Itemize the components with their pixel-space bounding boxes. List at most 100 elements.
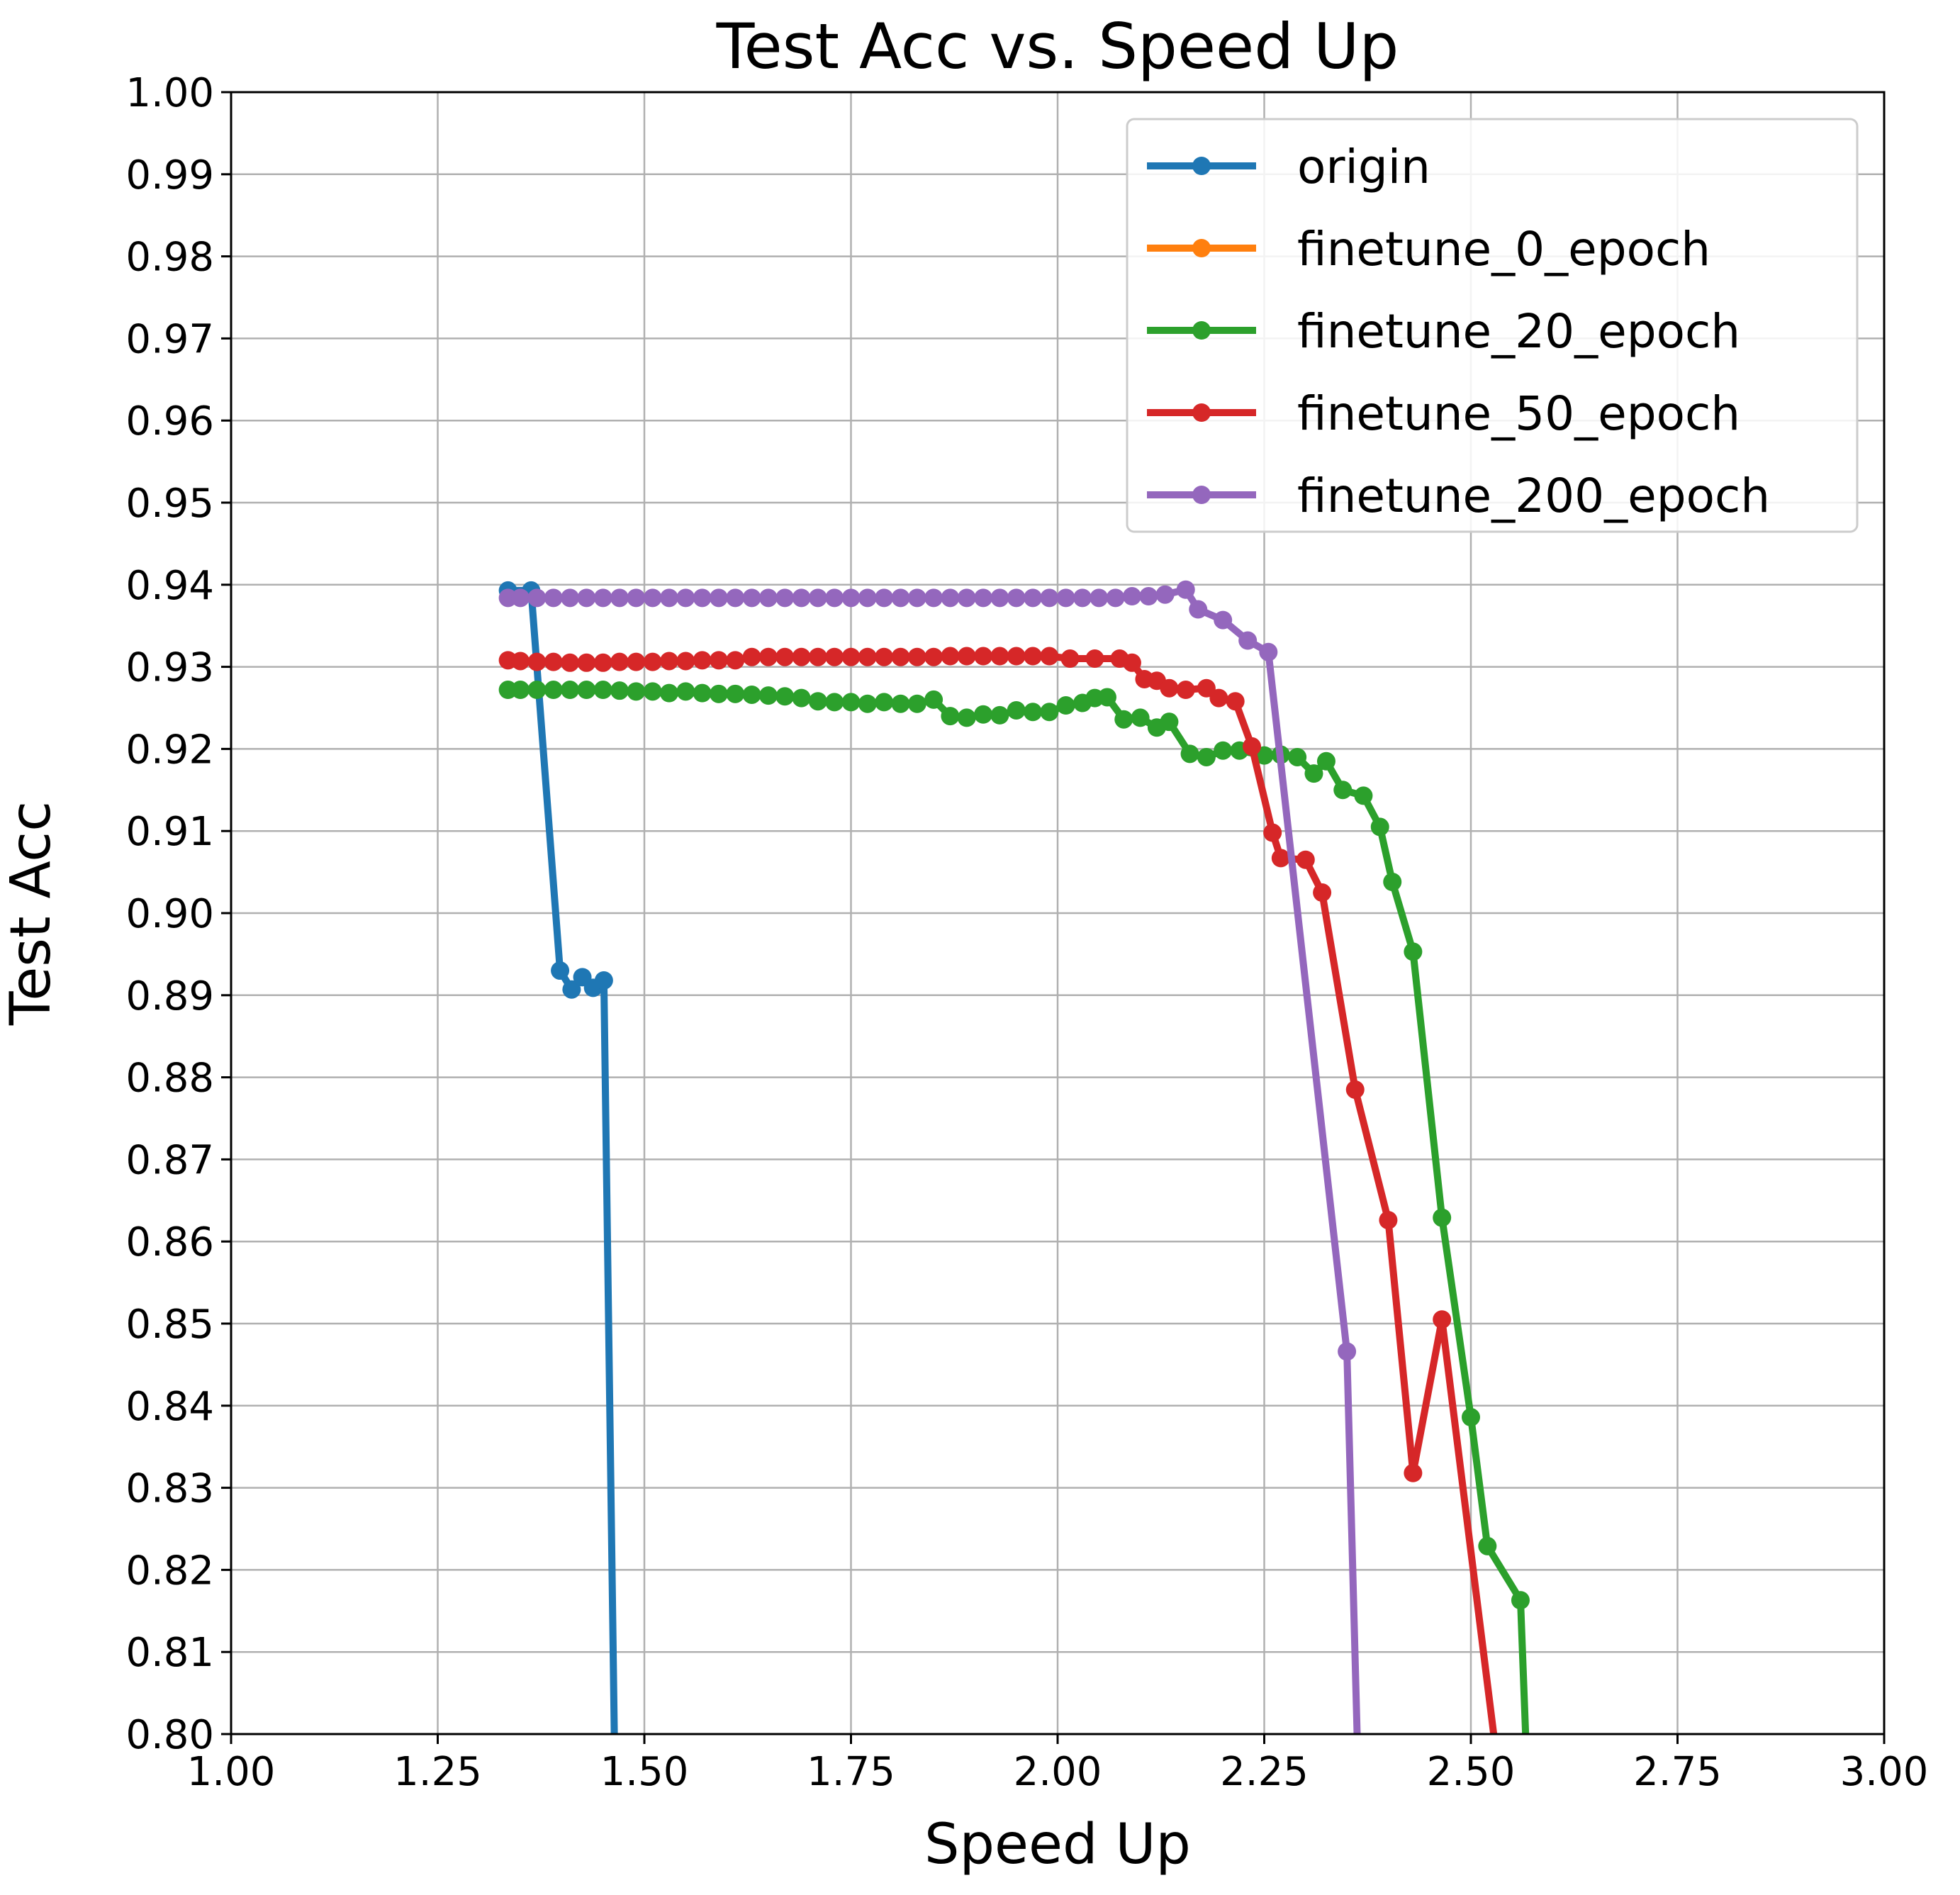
data-point-finetune_50_epoch (561, 653, 580, 672)
data-point-finetune_50_epoch (527, 652, 547, 671)
data-point-finetune_20_epoch (1180, 744, 1199, 764)
data-point-finetune_20_epoch (610, 681, 629, 700)
y-tick-label: 0.86 (125, 1219, 214, 1265)
data-point-finetune_200_epoch (676, 588, 695, 608)
data-point-finetune_50_epoch (792, 647, 811, 666)
data-point-finetune_200_epoch (941, 588, 960, 608)
x-tick-label: 2.00 (1014, 1749, 1102, 1795)
data-point-finetune_20_epoch (1462, 1408, 1480, 1427)
data-point-finetune_50_epoch (1122, 653, 1141, 672)
data-point-finetune_200_epoch (643, 588, 662, 608)
x-tick-label: 1.25 (393, 1749, 482, 1795)
data-point-finetune_200_epoch (659, 588, 678, 608)
data-point-finetune_200_epoch (627, 588, 646, 608)
data-point-finetune_20_epoch (957, 708, 976, 727)
data-point-finetune_20_epoch (1056, 696, 1075, 715)
data-point-finetune_200_epoch (1007, 588, 1026, 608)
legend: origin finetune_0_epoch finetune_20_epochf… (1126, 118, 1859, 533)
data-point-finetune_50_epoch (1060, 649, 1080, 669)
x-tick-label: 2.75 (1633, 1749, 1722, 1795)
data-point-finetune_20_epoch (875, 693, 894, 712)
x-tick-label: 1.50 (600, 1749, 689, 1795)
data-point-finetune_200_epoch (1056, 588, 1075, 608)
data-point-finetune_20_epoch (577, 681, 596, 700)
data-point-finetune_50_epoch (627, 652, 646, 671)
data-point-finetune_20_epoch (709, 684, 728, 703)
legend-box (1126, 118, 1859, 533)
data-point-finetune_50_epoch (1404, 1463, 1423, 1482)
y-axis-title: Test Acc (0, 801, 63, 1026)
data-point-finetune_20_epoch (1354, 786, 1373, 805)
data-point-finetune_50_epoch (1271, 849, 1290, 868)
y-tick-label: 0.84 (125, 1384, 214, 1430)
data-point-finetune_50_epoch (775, 647, 795, 666)
data-point-finetune_20_epoch (1288, 747, 1307, 766)
data-point-finetune_200_epoch (1073, 588, 1092, 608)
data-point-finetune_50_epoch (742, 647, 761, 666)
data-point-finetune_20_epoch (643, 682, 662, 701)
data-point-finetune_50_epoch (1007, 647, 1026, 666)
data-point-finetune_20_epoch (775, 687, 795, 706)
data-point-finetune_20_epoch (1404, 942, 1423, 961)
data-point-finetune_200_epoch (1155, 585, 1175, 604)
y-tick-label: 0.98 (125, 235, 214, 281)
legend-label: finetune_200_epoch (1297, 469, 1770, 523)
legend-label: finetune_0_epoch (1297, 222, 1710, 276)
data-point-finetune_200_epoch (825, 588, 844, 608)
data-point-finetune_20_epoch (1383, 872, 1402, 891)
plot-frame (230, 91, 1886, 1735)
data-point-finetune_200_epoch (758, 588, 778, 608)
y-tick-label: 0.87 (125, 1137, 214, 1183)
data-point-finetune_50_epoch (1176, 681, 1195, 700)
data-point-finetune_20_epoch (841, 693, 861, 712)
y-tick-label: 1.00 (125, 70, 214, 116)
y-tick-label: 0.95 (125, 481, 214, 527)
data-point-finetune_50_epoch (758, 647, 778, 666)
data-point-finetune_50_epoch (1226, 692, 1245, 711)
data-point-finetune_50_epoch (1263, 823, 1282, 842)
legend-item-finetune_50_epoch: finetune_50_epoch (1147, 386, 1740, 441)
data-point-finetune_50_epoch (544, 652, 563, 671)
data-point-finetune_200_epoch (1139, 587, 1158, 606)
legend-item-finetune_20_epoch: finetune_20_epoch (1147, 304, 1740, 359)
data-point-finetune_20_epoch (1007, 700, 1026, 720)
x-axis-title: Speed Up (924, 1813, 1191, 1877)
data-point-finetune_50_epoch (1209, 688, 1228, 708)
data-point-finetune_50_epoch (941, 647, 960, 666)
x-tick-label: 1.75 (807, 1749, 895, 1795)
legend-item-finetune_200_epoch: finetune_200_epoch (1147, 469, 1770, 523)
data-point-finetune_50_epoch (1243, 737, 1262, 756)
data-point-finetune_50_epoch (511, 652, 530, 671)
data-point-finetune_50_epoch (577, 653, 596, 672)
data-point-finetune_200_epoch (907, 588, 926, 608)
data-point-finetune_200_epoch (1338, 1342, 1357, 1361)
data-point-finetune_200_epoch (1040, 588, 1059, 608)
data-point-finetune_200_epoch (1106, 588, 1125, 608)
data-point-finetune_50_epoch (1313, 883, 1332, 902)
series (498, 580, 1530, 1734)
data-point-finetune_20_epoch (1097, 688, 1116, 707)
data-point-finetune_20_epoch (1316, 751, 1335, 771)
data-point-finetune_50_epoch (841, 647, 861, 666)
data-point-finetune_20_epoch (544, 681, 563, 700)
data-point-finetune_50_epoch (974, 647, 993, 666)
data-point-finetune_50_epoch (957, 647, 976, 666)
legend-label: origin (1297, 140, 1430, 194)
data-point-finetune_20_epoch (990, 705, 1009, 725)
data-point-finetune_20_epoch (1370, 817, 1389, 837)
y-tick-label: 0.80 (125, 1712, 214, 1758)
legend-swatch-marker (1192, 486, 1211, 504)
data-point-finetune_200_epoch (792, 588, 811, 608)
y-tick-label: 0.82 (125, 1548, 214, 1594)
data-point-finetune_50_epoch (1433, 1310, 1452, 1329)
data-point-finetune_20_epoch (593, 681, 612, 700)
data-point-finetune_200_epoch (808, 588, 827, 608)
data-point-finetune_50_epoch (726, 651, 745, 670)
data-point-finetune_200_epoch (1259, 642, 1278, 661)
data-point-finetune_20_epoch (1114, 710, 1133, 729)
x-tick-label: 2.25 (1220, 1749, 1309, 1795)
data-point-finetune_50_epoch (659, 652, 678, 671)
data-point-finetune_200_epoch (610, 588, 629, 608)
legend-swatch-marker (1192, 321, 1211, 340)
y-tick-label: 0.85 (125, 1302, 214, 1348)
